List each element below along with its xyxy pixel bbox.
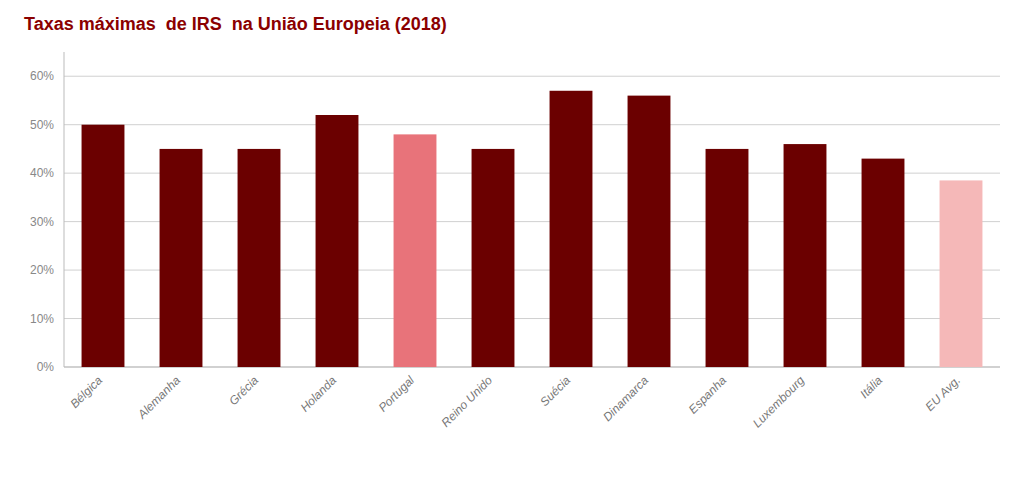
x-tick-label: Luxembourg	[750, 373, 807, 430]
bar	[82, 125, 125, 367]
x-tick-label: Dinamarca	[600, 373, 651, 424]
bar	[940, 180, 983, 367]
grid-line	[64, 318, 1000, 319]
grid-line	[64, 76, 1000, 77]
chart-container: Taxas máximas de IRS na União Europeia (…	[0, 0, 1024, 479]
x-tick-label: Itália	[857, 373, 885, 401]
bars	[82, 91, 983, 367]
bar	[238, 149, 281, 367]
chart-svg: Taxas máximas de IRS na União Europeia (…	[0, 0, 1024, 479]
x-tick-label: Portugal	[376, 373, 418, 415]
y-tick-label: 0%	[37, 360, 55, 374]
x-tick-label: Holanda	[298, 373, 340, 415]
grid-line	[64, 124, 1000, 125]
y-tick-label: 20%	[30, 263, 54, 277]
grid-line	[64, 173, 1000, 174]
bar	[784, 144, 827, 367]
grid-line	[64, 221, 1000, 222]
x-tick-label: Suécia	[537, 373, 573, 409]
x-tick-label: Espanha	[686, 373, 730, 417]
bar	[550, 91, 593, 367]
bar	[862, 159, 905, 367]
bar	[628, 96, 671, 367]
y-tick-label: 60%	[30, 69, 54, 83]
y-tick-label: 10%	[30, 312, 54, 326]
bar	[472, 149, 515, 367]
bar	[160, 149, 203, 367]
x-tick-label: Grécia	[226, 373, 261, 408]
y-grid	[64, 76, 1000, 367]
x-tick-label: Bélgica	[67, 373, 105, 411]
bar	[394, 134, 437, 367]
y-tick-label: 50%	[30, 118, 54, 132]
x-tick-label: Alemanha	[134, 373, 183, 422]
x-axis-line	[64, 367, 1000, 368]
y-tick-label: 30%	[30, 215, 54, 229]
y-axis-line	[64, 52, 65, 367]
x-tick-label: EU Avg.	[923, 373, 964, 414]
x-tick-label: Reino Unido	[439, 373, 496, 430]
chart-title: Taxas máximas de IRS na União Europeia (…	[24, 14, 447, 34]
grid-line	[64, 367, 1000, 368]
grid-line	[64, 270, 1000, 271]
bar	[316, 115, 359, 367]
y-tick-label: 40%	[30, 166, 54, 180]
bar	[706, 149, 749, 367]
